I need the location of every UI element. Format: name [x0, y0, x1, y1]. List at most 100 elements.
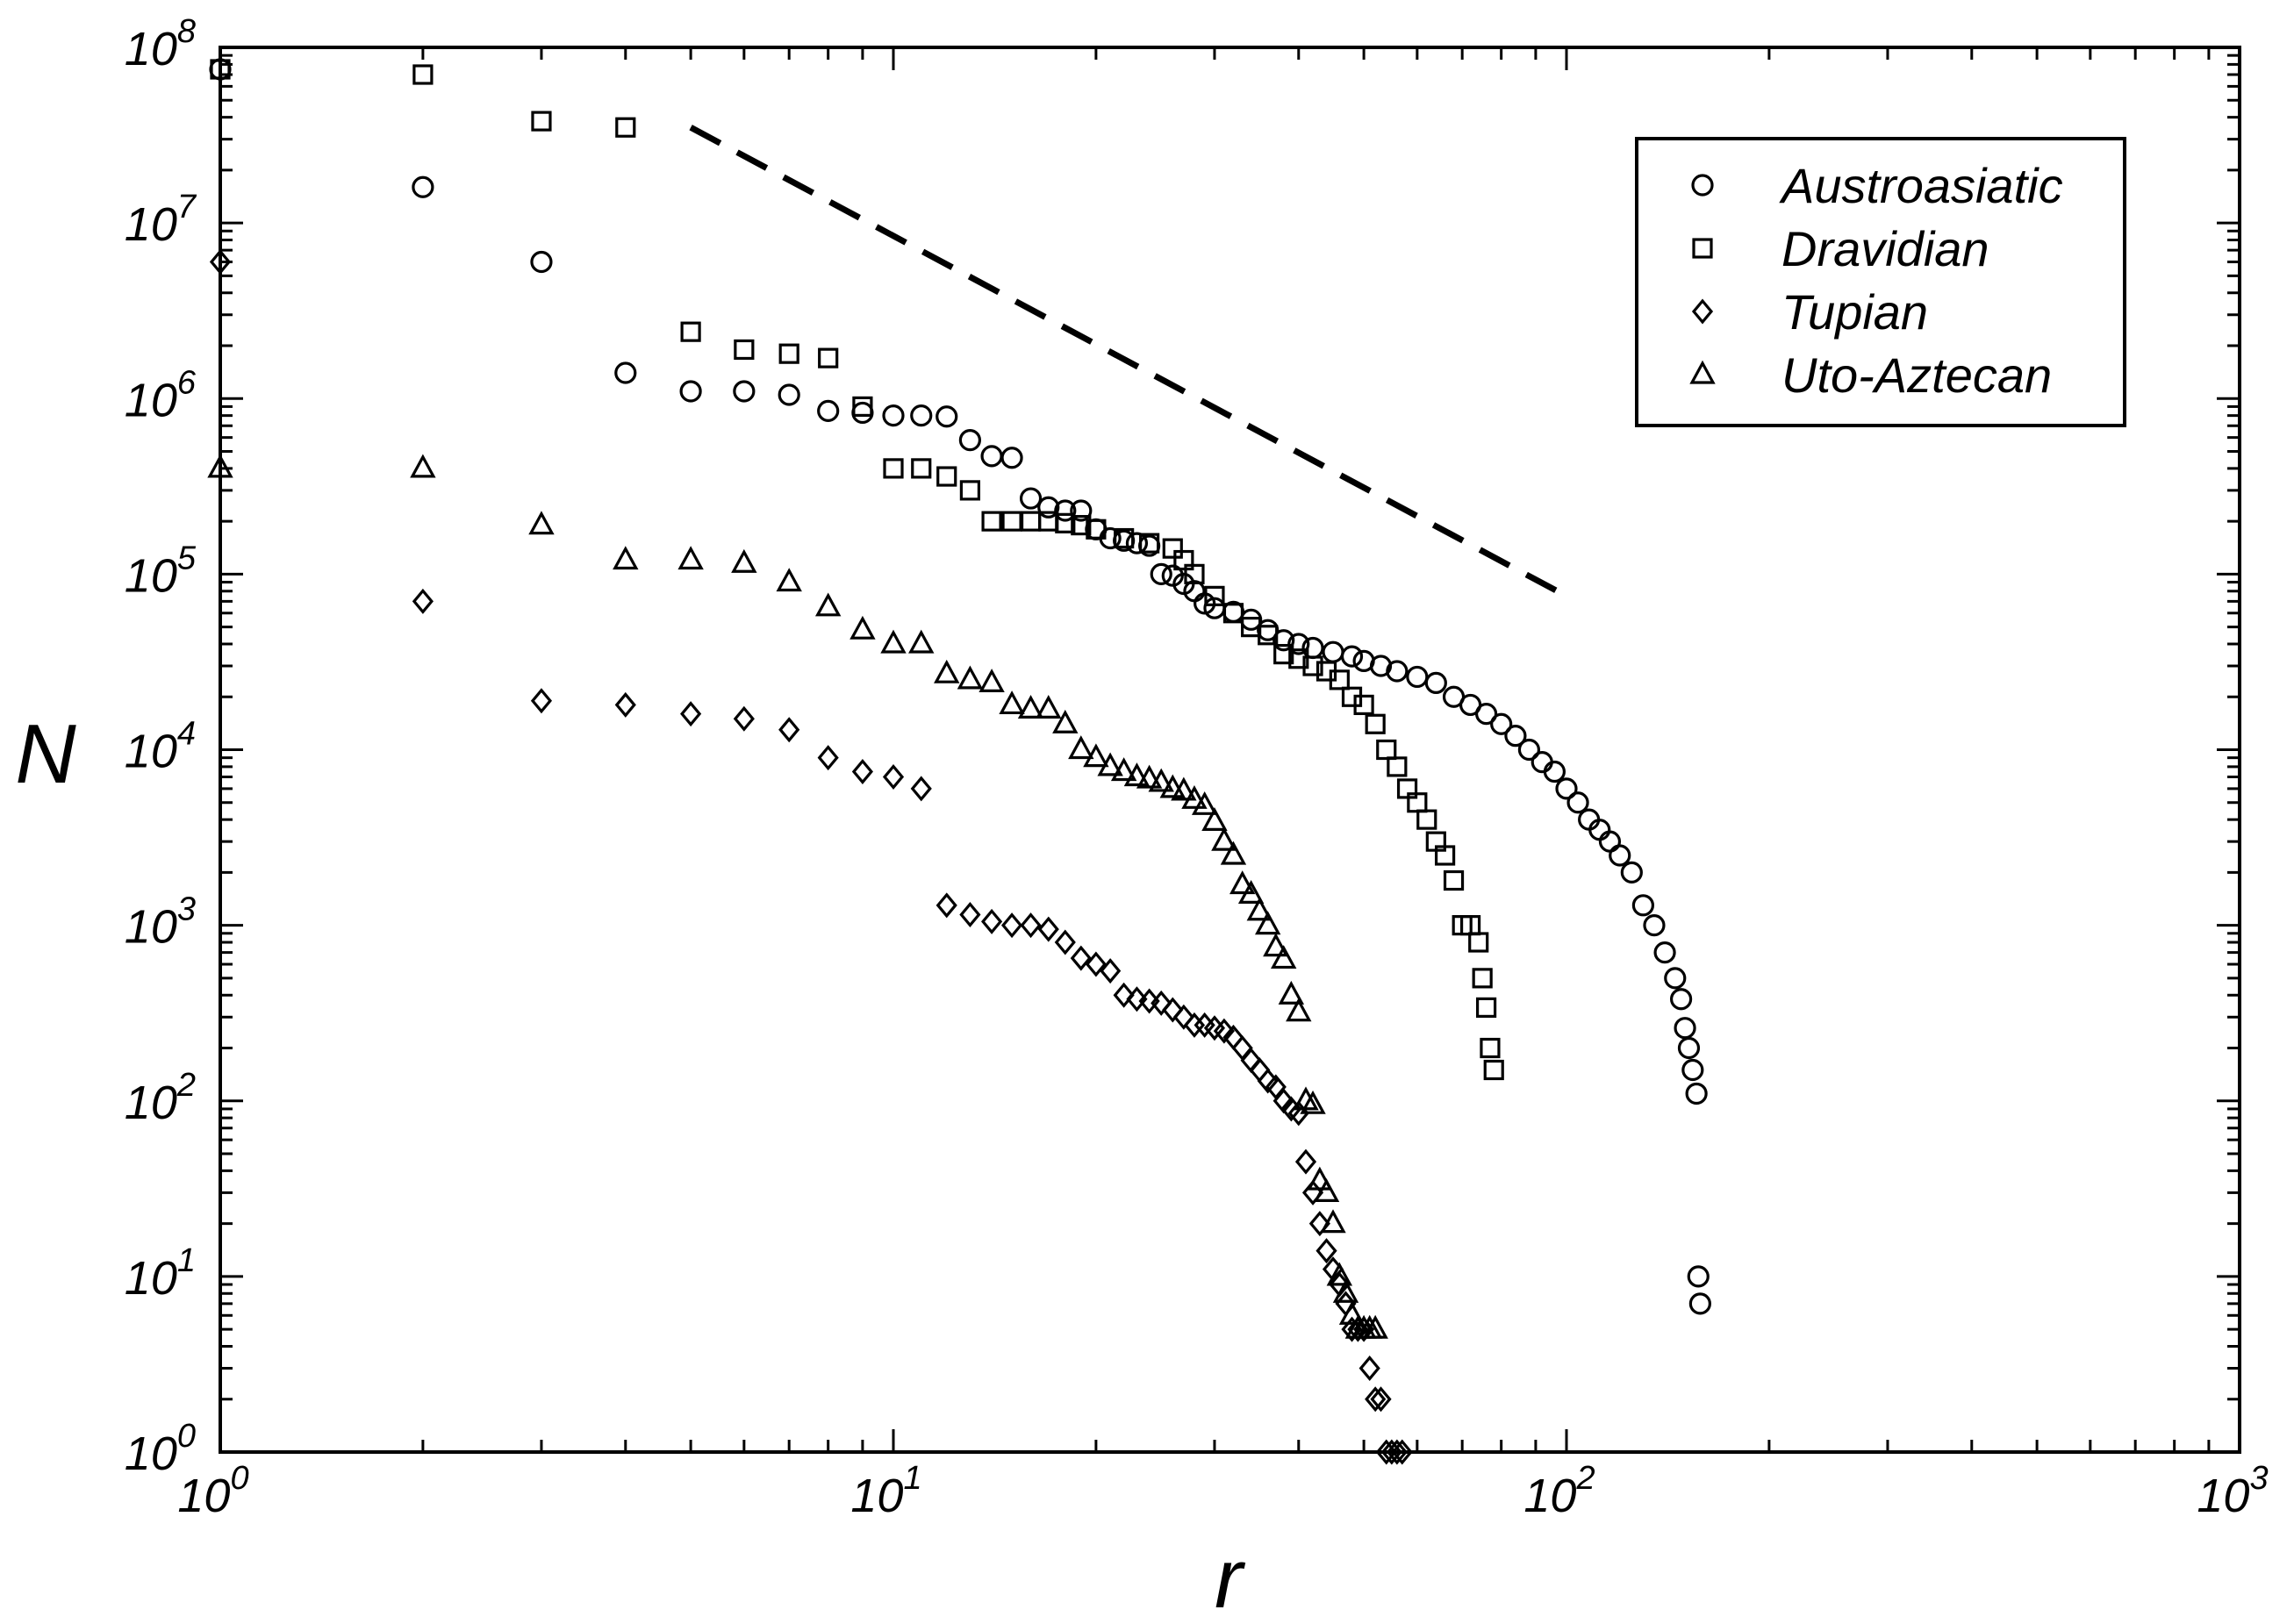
- data-point: [1222, 603, 1244, 624]
- data-point: [1246, 897, 1272, 921]
- data-point: [882, 404, 905, 427]
- data-point: [1162, 538, 1183, 559]
- data-point: [412, 588, 434, 614]
- data-point: [1326, 1262, 1353, 1286]
- data-point: [1653, 941, 1676, 964]
- data-point: [1620, 861, 1643, 884]
- data-point: [1036, 695, 1062, 719]
- reference-line-segment: [689, 125, 1568, 599]
- data-point: [908, 629, 935, 654]
- data-point: [1000, 912, 1023, 939]
- data-point: [1114, 527, 1135, 549]
- legend-item: Tupian: [1691, 284, 1928, 340]
- data-point: [1017, 695, 1044, 719]
- data-point: [528, 511, 555, 535]
- data-point: [530, 250, 553, 274]
- legend-label: Dravidian: [1781, 221, 1989, 276]
- data-point: [1474, 703, 1498, 726]
- data-point: [1416, 809, 1437, 830]
- data-point: [957, 665, 984, 690]
- data-point: [934, 659, 960, 683]
- data-point: [733, 380, 756, 403]
- data-point: [530, 688, 553, 714]
- data-point: [731, 548, 757, 573]
- data-point: [936, 405, 958, 428]
- data-point: [852, 396, 873, 418]
- data-point: [882, 764, 905, 790]
- data-point: [1254, 911, 1281, 935]
- data-point: [1468, 932, 1489, 953]
- data-point: [1566, 791, 1589, 814]
- data-point: [1387, 756, 1408, 777]
- data-point: [1370, 1386, 1392, 1413]
- data-point: [1037, 916, 1059, 942]
- data-point: [1338, 1300, 1366, 1325]
- data-point: [1307, 1166, 1333, 1191]
- data-point: [1070, 945, 1092, 971]
- data-point: [817, 745, 839, 771]
- data-point: [733, 705, 755, 732]
- y-tick-label: 106: [125, 364, 197, 426]
- x-tick-label: 102: [1523, 1460, 1595, 1522]
- data-point: [1138, 988, 1160, 1014]
- x-tick-label: 103: [2197, 1460, 2268, 1522]
- data-point: [910, 776, 932, 802]
- data-point: [1211, 826, 1237, 851]
- data-point: [1054, 499, 1077, 522]
- data-point: [1677, 1036, 1701, 1060]
- plot-frame: [219, 46, 2241, 1454]
- data-point: [817, 399, 840, 422]
- y-tick-label: 102: [125, 1067, 196, 1129]
- data-point: [412, 175, 434, 198]
- data-point: [1294, 1148, 1317, 1175]
- data-point: [1052, 709, 1079, 733]
- legend-item: Dravidian: [1692, 221, 1989, 276]
- reference-line: [689, 125, 1568, 599]
- data-point: [1472, 968, 1493, 989]
- data-point: [910, 404, 933, 427]
- data-point: [1097, 752, 1123, 776]
- legend-label: Uto-Aztecan: [1781, 347, 2052, 403]
- data-point: [1148, 768, 1174, 792]
- data-point: [778, 343, 799, 364]
- data-point: [1555, 777, 1578, 800]
- data-point: [1068, 735, 1094, 760]
- data-point: [615, 117, 636, 138]
- data-point: [979, 669, 1005, 693]
- data-point: [1308, 1211, 1330, 1237]
- data-point: [1100, 958, 1122, 984]
- data-point: [1320, 1209, 1346, 1234]
- data-point: [1204, 585, 1225, 606]
- data-point: [1173, 549, 1194, 571]
- legend-marker: [1691, 174, 1714, 197]
- legend: Austroasiatic Dravidian Tupian Uto-Aztecan: [1635, 137, 2126, 427]
- y-tick-label: 105: [125, 540, 197, 602]
- data-point: [818, 347, 839, 368]
- data-point: [1125, 532, 1149, 554]
- data-point: [1086, 519, 1107, 540]
- data-point: [1172, 1004, 1194, 1030]
- y-tick-label: 103: [125, 891, 196, 954]
- x-axis-title: r: [1215, 1532, 1246, 1624]
- data-point: [1263, 933, 1289, 957]
- data-point: [1150, 562, 1172, 585]
- data-point: [1055, 512, 1076, 533]
- data-point: [1054, 929, 1076, 955]
- data-point: [1674, 1017, 1696, 1040]
- data-point: [1020, 912, 1042, 939]
- legend-marker: [1691, 298, 1714, 325]
- data-points: [207, 58, 1711, 1465]
- data-point: [1126, 986, 1148, 1012]
- y-tick-label: 107: [125, 189, 197, 251]
- series-tupian: [209, 249, 1413, 1465]
- data-point: [1685, 1082, 1708, 1105]
- data-point: [1171, 776, 1197, 801]
- data-point: [1191, 791, 1218, 815]
- data-point: [936, 466, 957, 487]
- tick-labels: 100 101 102 103 100 101 102 103 104 105 106 107 108: [125, 13, 2269, 1522]
- data-point: [1329, 669, 1350, 690]
- data-point: [1434, 845, 1456, 866]
- legend-label: Austroasiatic: [1779, 158, 2063, 213]
- x-tick-label: 100: [177, 1460, 248, 1522]
